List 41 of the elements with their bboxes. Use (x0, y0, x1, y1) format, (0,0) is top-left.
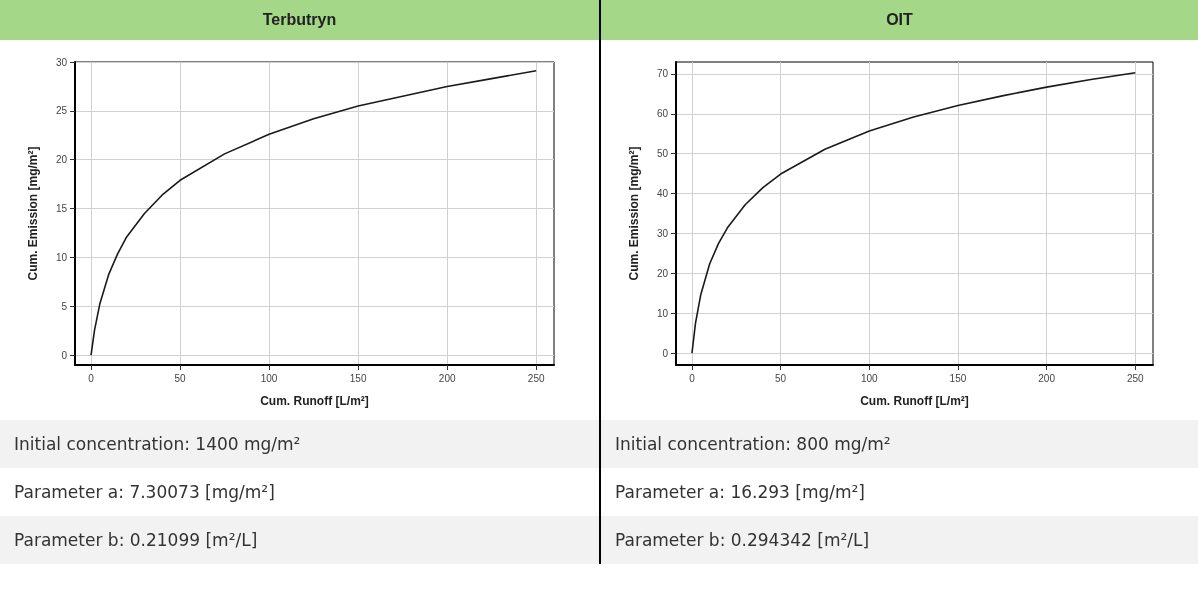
y-tick-label: 10 (55, 251, 68, 263)
y-tick-label: 70 (656, 68, 669, 80)
y-tick-label: 5 (61, 300, 68, 312)
text: Parameter b: 0.294342 [m²/L] (601, 516, 1198, 564)
text: Initial concentration: 1400 mg/m² (0, 420, 599, 468)
y-tick-label: 60 (656, 108, 669, 120)
x-tick-label: 100 (260, 372, 278, 384)
x-axis-title: Cum. Runoff [L/m²] (860, 394, 969, 408)
y-tick-label: 40 (656, 188, 669, 200)
y-tick-label: 10 (656, 307, 669, 319)
y-tick-label: 0 (662, 347, 669, 359)
x-axis-title: Cum. Runoff [L/m²] (260, 394, 369, 408)
line-series (90, 70, 537, 357)
x-tick-label: 200 (438, 372, 456, 384)
text: Initial concentration: 800 mg/m² (601, 420, 1198, 468)
line-series (691, 71, 1137, 354)
y-tick-label: 30 (656, 227, 669, 239)
text: Parameter a: 7.30073 [mg/m²] (13, 481, 276, 504)
x-tick-label: 50 (174, 372, 187, 384)
y-tick-label: 0 (61, 349, 68, 361)
y-tick-label: 50 (656, 148, 669, 160)
x-tick-label: 200 (1038, 372, 1056, 384)
x-tick-label: 250 (1126, 372, 1145, 384)
y-axis-title: Cum. Emission [mg/m²] (627, 146, 641, 281)
y-tick-label: 25 (55, 105, 68, 117)
x-tick-label: 0 (689, 372, 696, 384)
y-tick-label: 30 (55, 56, 68, 68)
text: Parameter b: 0.21099 [m²/L] (0, 516, 599, 564)
x-tick-label: 150 (949, 372, 967, 384)
chart-title: OIT (601, 0, 1198, 40)
x-tick-label: 150 (349, 372, 367, 384)
y-tick-label: 15 (55, 203, 68, 215)
x-tick-label: 50 (775, 372, 787, 384)
y-tick-label: 20 (656, 267, 669, 279)
chart-title: Terbutryn (0, 0, 599, 40)
x-tick-label: 100 (860, 372, 879, 384)
y-axis-title: Cum. Emission [mg/m²] (26, 146, 40, 281)
y-tick-label: 20 (55, 154, 68, 166)
x-tick-label: 250 (527, 372, 545, 384)
x-tick-label: 0 (88, 372, 95, 384)
text: Parameter a: 16.293 [mg/m²] (614, 481, 866, 504)
